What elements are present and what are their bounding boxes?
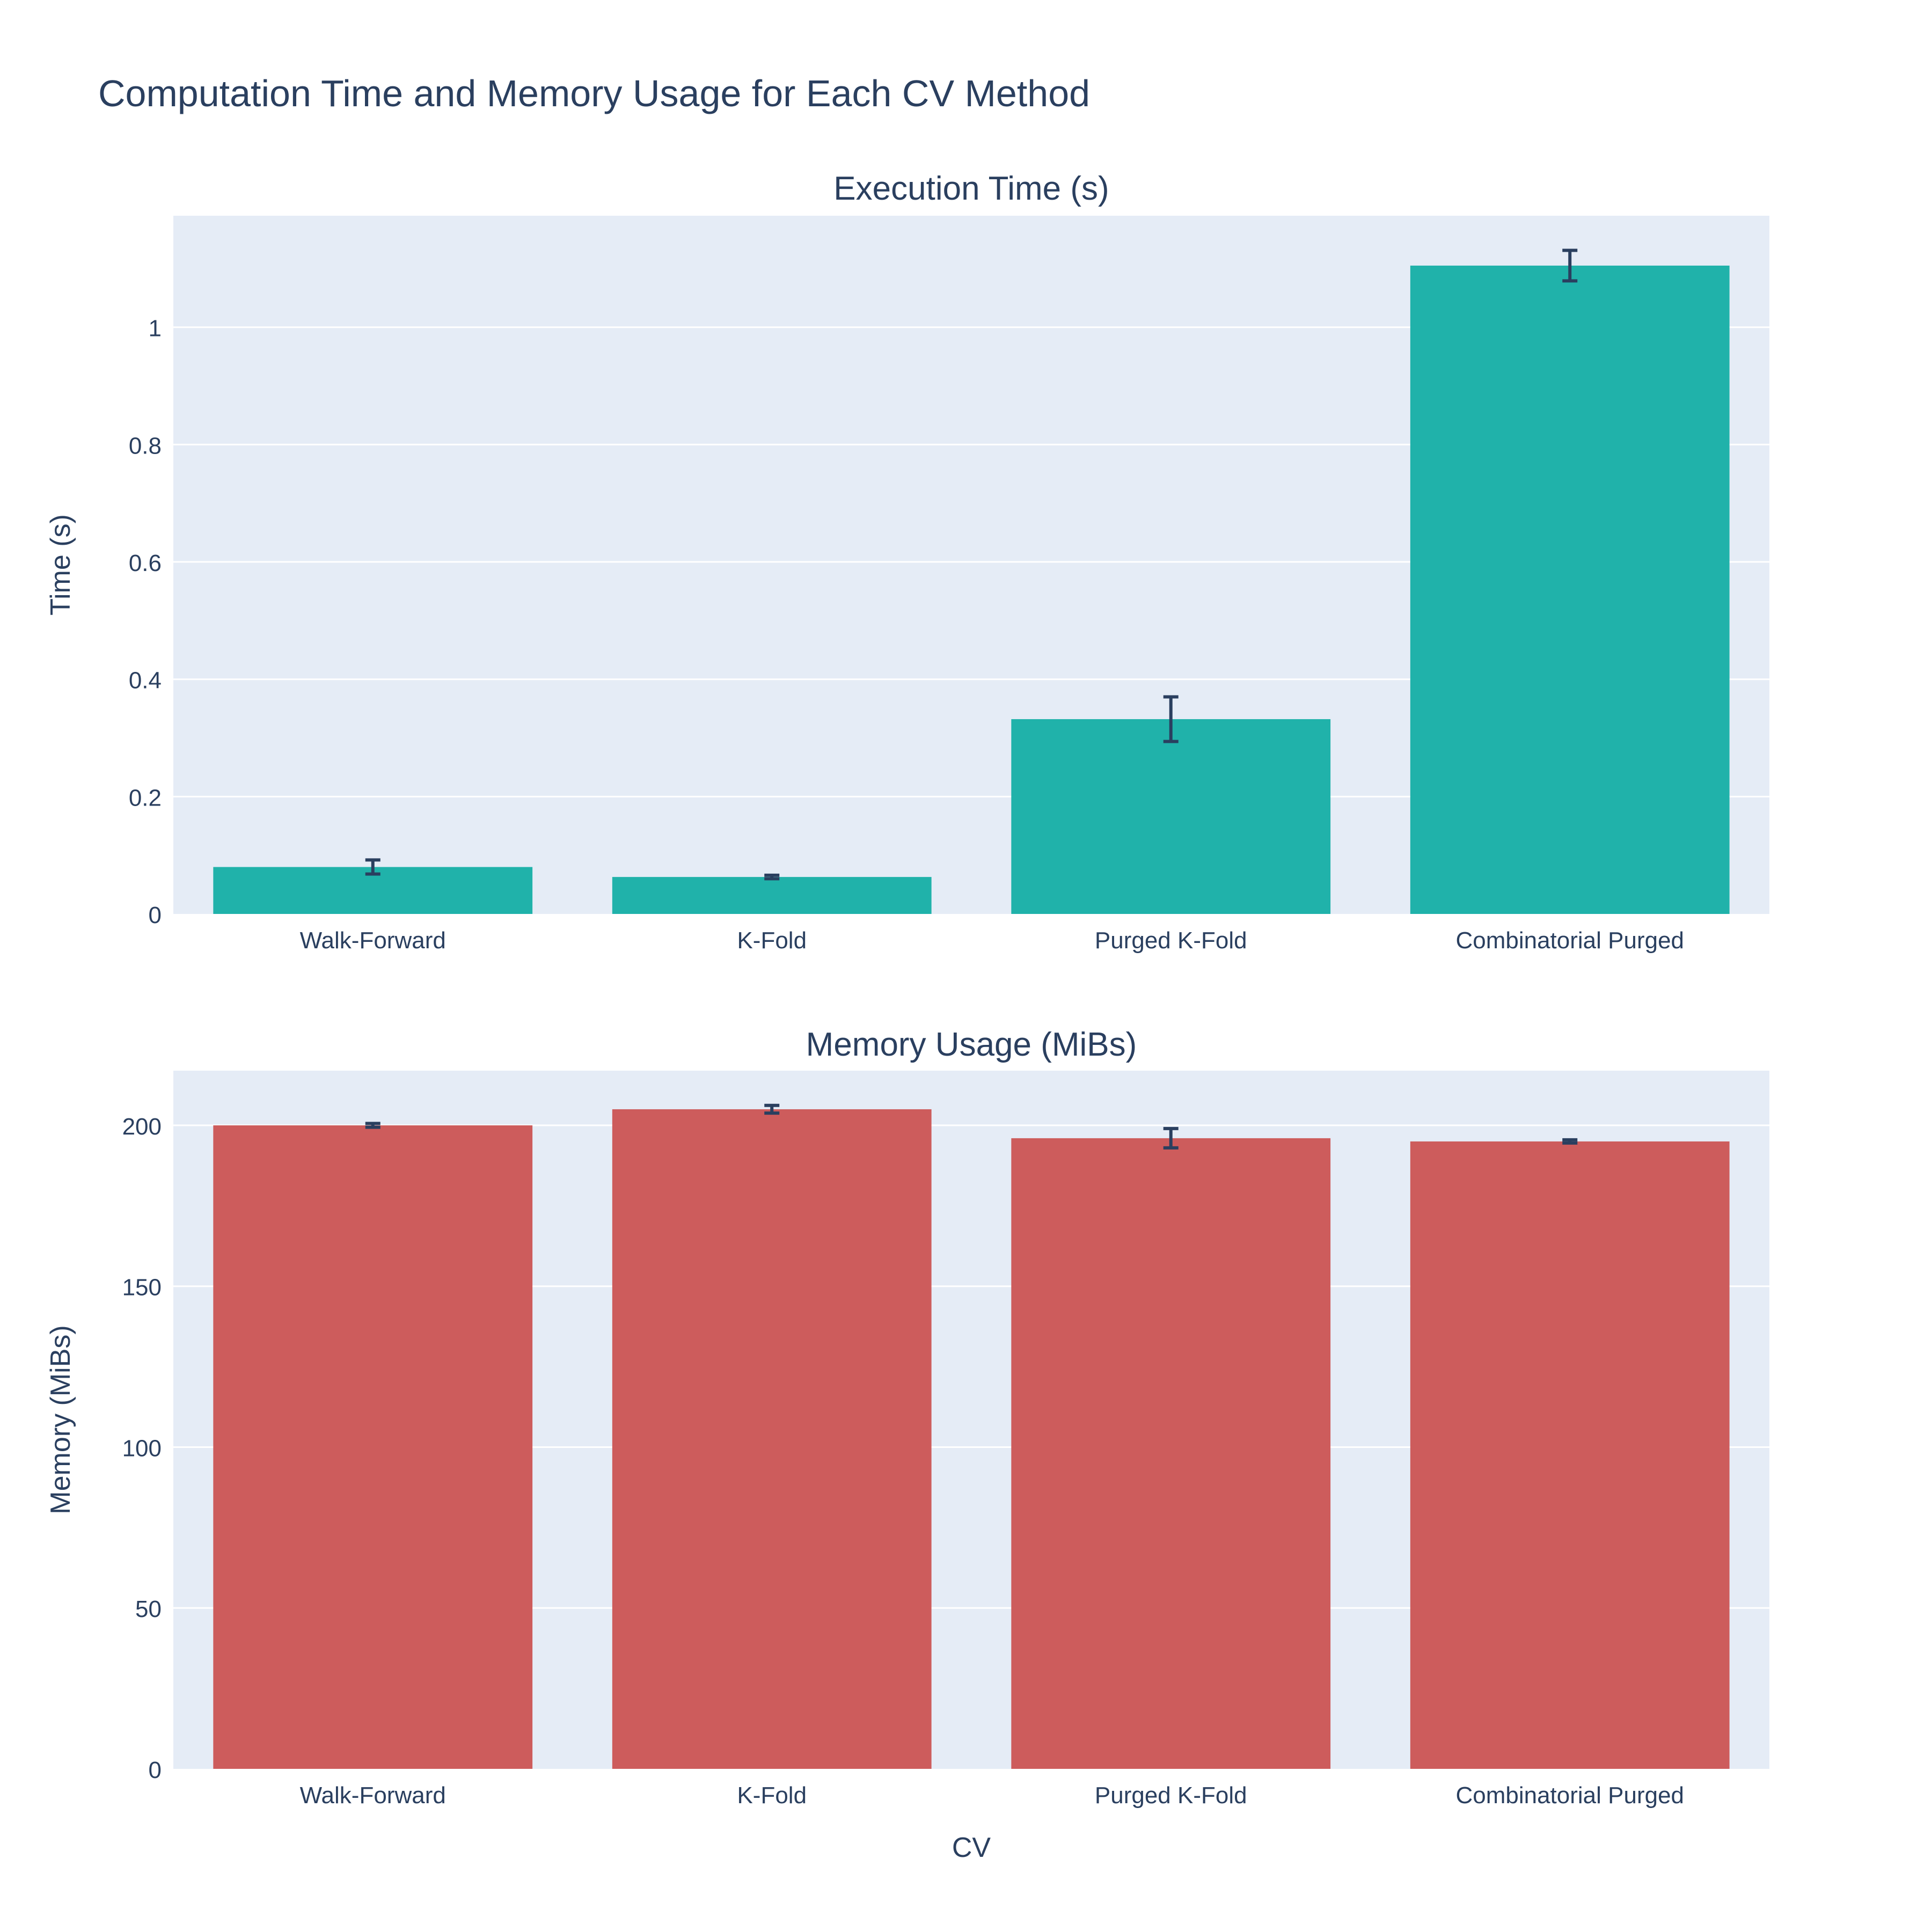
bars-memory-usage [213,1109,1730,1769]
bar [213,1125,533,1769]
error-bars-execution-time [365,248,1578,881]
x-tick-label: Combinatorial Purged [1455,1782,1684,1809]
y-tick-label: 200 [122,1114,162,1140]
chart-title: Computation Time and Memory Usage for Ea… [98,72,1090,114]
error-bar [365,858,380,876]
y-tick-label: 0 [149,1757,162,1783]
y-tick-label: 150 [122,1275,162,1301]
y-tick-label: 0 [149,902,162,928]
bar [1011,1138,1331,1769]
error-bar [1562,1138,1578,1145]
panel-memory-usage: 0 50 100 150 200 Walk-Forward K-Fold Purged K-… [45,1026,1769,1809]
bar [1410,265,1730,914]
panel-execution-time: 0 0.2 0.4 0.6 0.8 1 Walk-Forward K-Fold Purged … [45,170,1769,954]
x-tick-label: Purged K-Fold [1095,927,1247,954]
bars-execution-time [213,265,1730,914]
error-bar [365,1122,380,1129]
y-tick-label: 0.8 [129,433,162,459]
y-ticks-memory-usage: 0 50 100 150 200 [122,1114,162,1783]
error-bar [1163,695,1179,743]
x-tick-label: Purged K-Fold [1095,1782,1247,1809]
error-bar [764,1103,780,1115]
x-tick-label: K-Fold [737,1782,807,1809]
y-tick-label: 0.4 [129,668,162,694]
x-tick-label: K-Fold [737,927,807,954]
bar [612,1109,932,1769]
subplot-title-execution-time: Execution Time (s) [833,170,1109,207]
x-tick-label: Walk-Forward [300,927,446,954]
x-tick-label: Walk-Forward [300,1782,446,1809]
error-bar [764,873,780,881]
y-tick-label: 50 [135,1596,162,1622]
error-bar [1163,1126,1179,1150]
y-axis-label-execution-time: Time (s) [45,514,76,616]
y-tick-label: 0.2 [129,785,162,811]
error-bar [1562,248,1578,283]
bar [1011,719,1331,914]
y-axis-label-memory-usage: Memory (MiBs) [45,1325,76,1514]
y-tick-label: 1 [149,316,162,342]
y-tick-label: 100 [122,1435,162,1461]
bar [1410,1141,1730,1769]
x-ticks-execution-time: Walk-Forward K-Fold Purged K-Fold Combinato… [300,927,1684,954]
x-tick-label: Combinatorial Purged [1455,927,1684,954]
bar [612,877,932,914]
x-axis-label: CV [952,1832,991,1863]
y-ticks-execution-time: 0 0.2 0.4 0.6 0.8 1 [129,316,162,928]
y-tick-label: 0.6 [129,550,162,576]
error-bars-memory-usage [365,1103,1578,1150]
subplot-title-memory-usage: Memory Usage (MiBs) [806,1026,1137,1063]
x-ticks-memory-usage: Walk-Forward K-Fold Purged K-Fold Combinato… [300,1782,1684,1809]
